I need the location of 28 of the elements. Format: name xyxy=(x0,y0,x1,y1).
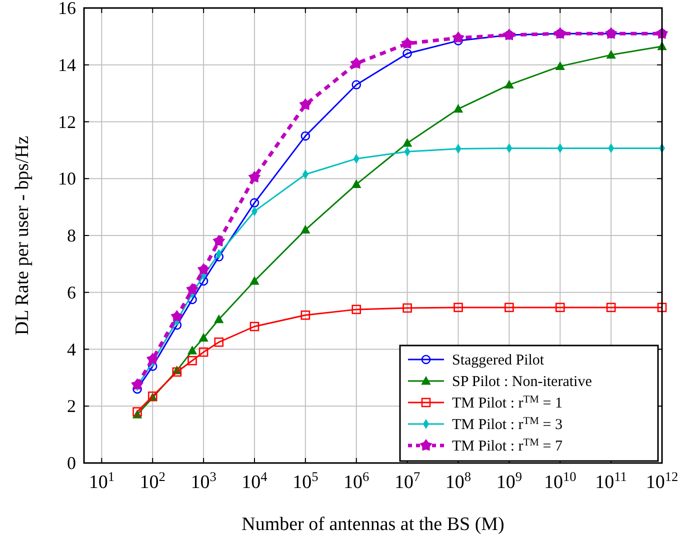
x-axis-title: Number of antennas at the BS (M) xyxy=(242,514,504,535)
legend-label: TM Pilot : r$^{TM}$ = 1 xyxy=(452,394,562,412)
x-tick-label: 10$^{8}$ xyxy=(445,468,472,493)
y-tick-label: 2 xyxy=(67,396,76,416)
y-tick-label: 6 xyxy=(67,282,76,302)
x-tick-label: 10$^{4}$ xyxy=(242,468,268,493)
x-tick-label: 10$^{12}$ xyxy=(646,468,678,493)
x-tick-label: 10$^{9}$ xyxy=(496,468,522,493)
y-tick-label: 4 xyxy=(67,339,76,360)
x-tick-label: 10$^{11}$ xyxy=(595,468,627,493)
legend-label: TM Pilot : r$^{TM}$ = 3 xyxy=(452,416,562,433)
x-tick-label: 10$^{10}$ xyxy=(544,468,577,493)
y-tick-label: 16 xyxy=(58,0,76,18)
legend-label: SP Pilot : Non-iterative xyxy=(452,374,592,390)
y-tick-label: 8 xyxy=(67,226,76,246)
legend-label: Staggered Pilot xyxy=(452,352,545,368)
y-axis-title: DL Rate per user - bps/Hz xyxy=(12,136,33,336)
legend-label: TM Pilot : r$^{TM}$ = 7 xyxy=(452,437,563,454)
x-tick-label: 10$^{6}$ xyxy=(344,468,370,493)
y-tick-label: 10 xyxy=(58,168,76,189)
x-tick-label: 10$^{3}$ xyxy=(190,468,217,493)
y-tick-label: 12 xyxy=(58,112,76,132)
y-tick-label: 0 xyxy=(67,453,76,473)
y-tick-label: 14 xyxy=(58,54,76,75)
x-tick-label: 10$^{2}$ xyxy=(140,468,166,493)
x-tick-label: 10$^{5}$ xyxy=(292,468,319,493)
x-tick-label: 10$^{7}$ xyxy=(394,468,420,493)
x-tick-label: 10$^{1}$ xyxy=(88,468,114,493)
